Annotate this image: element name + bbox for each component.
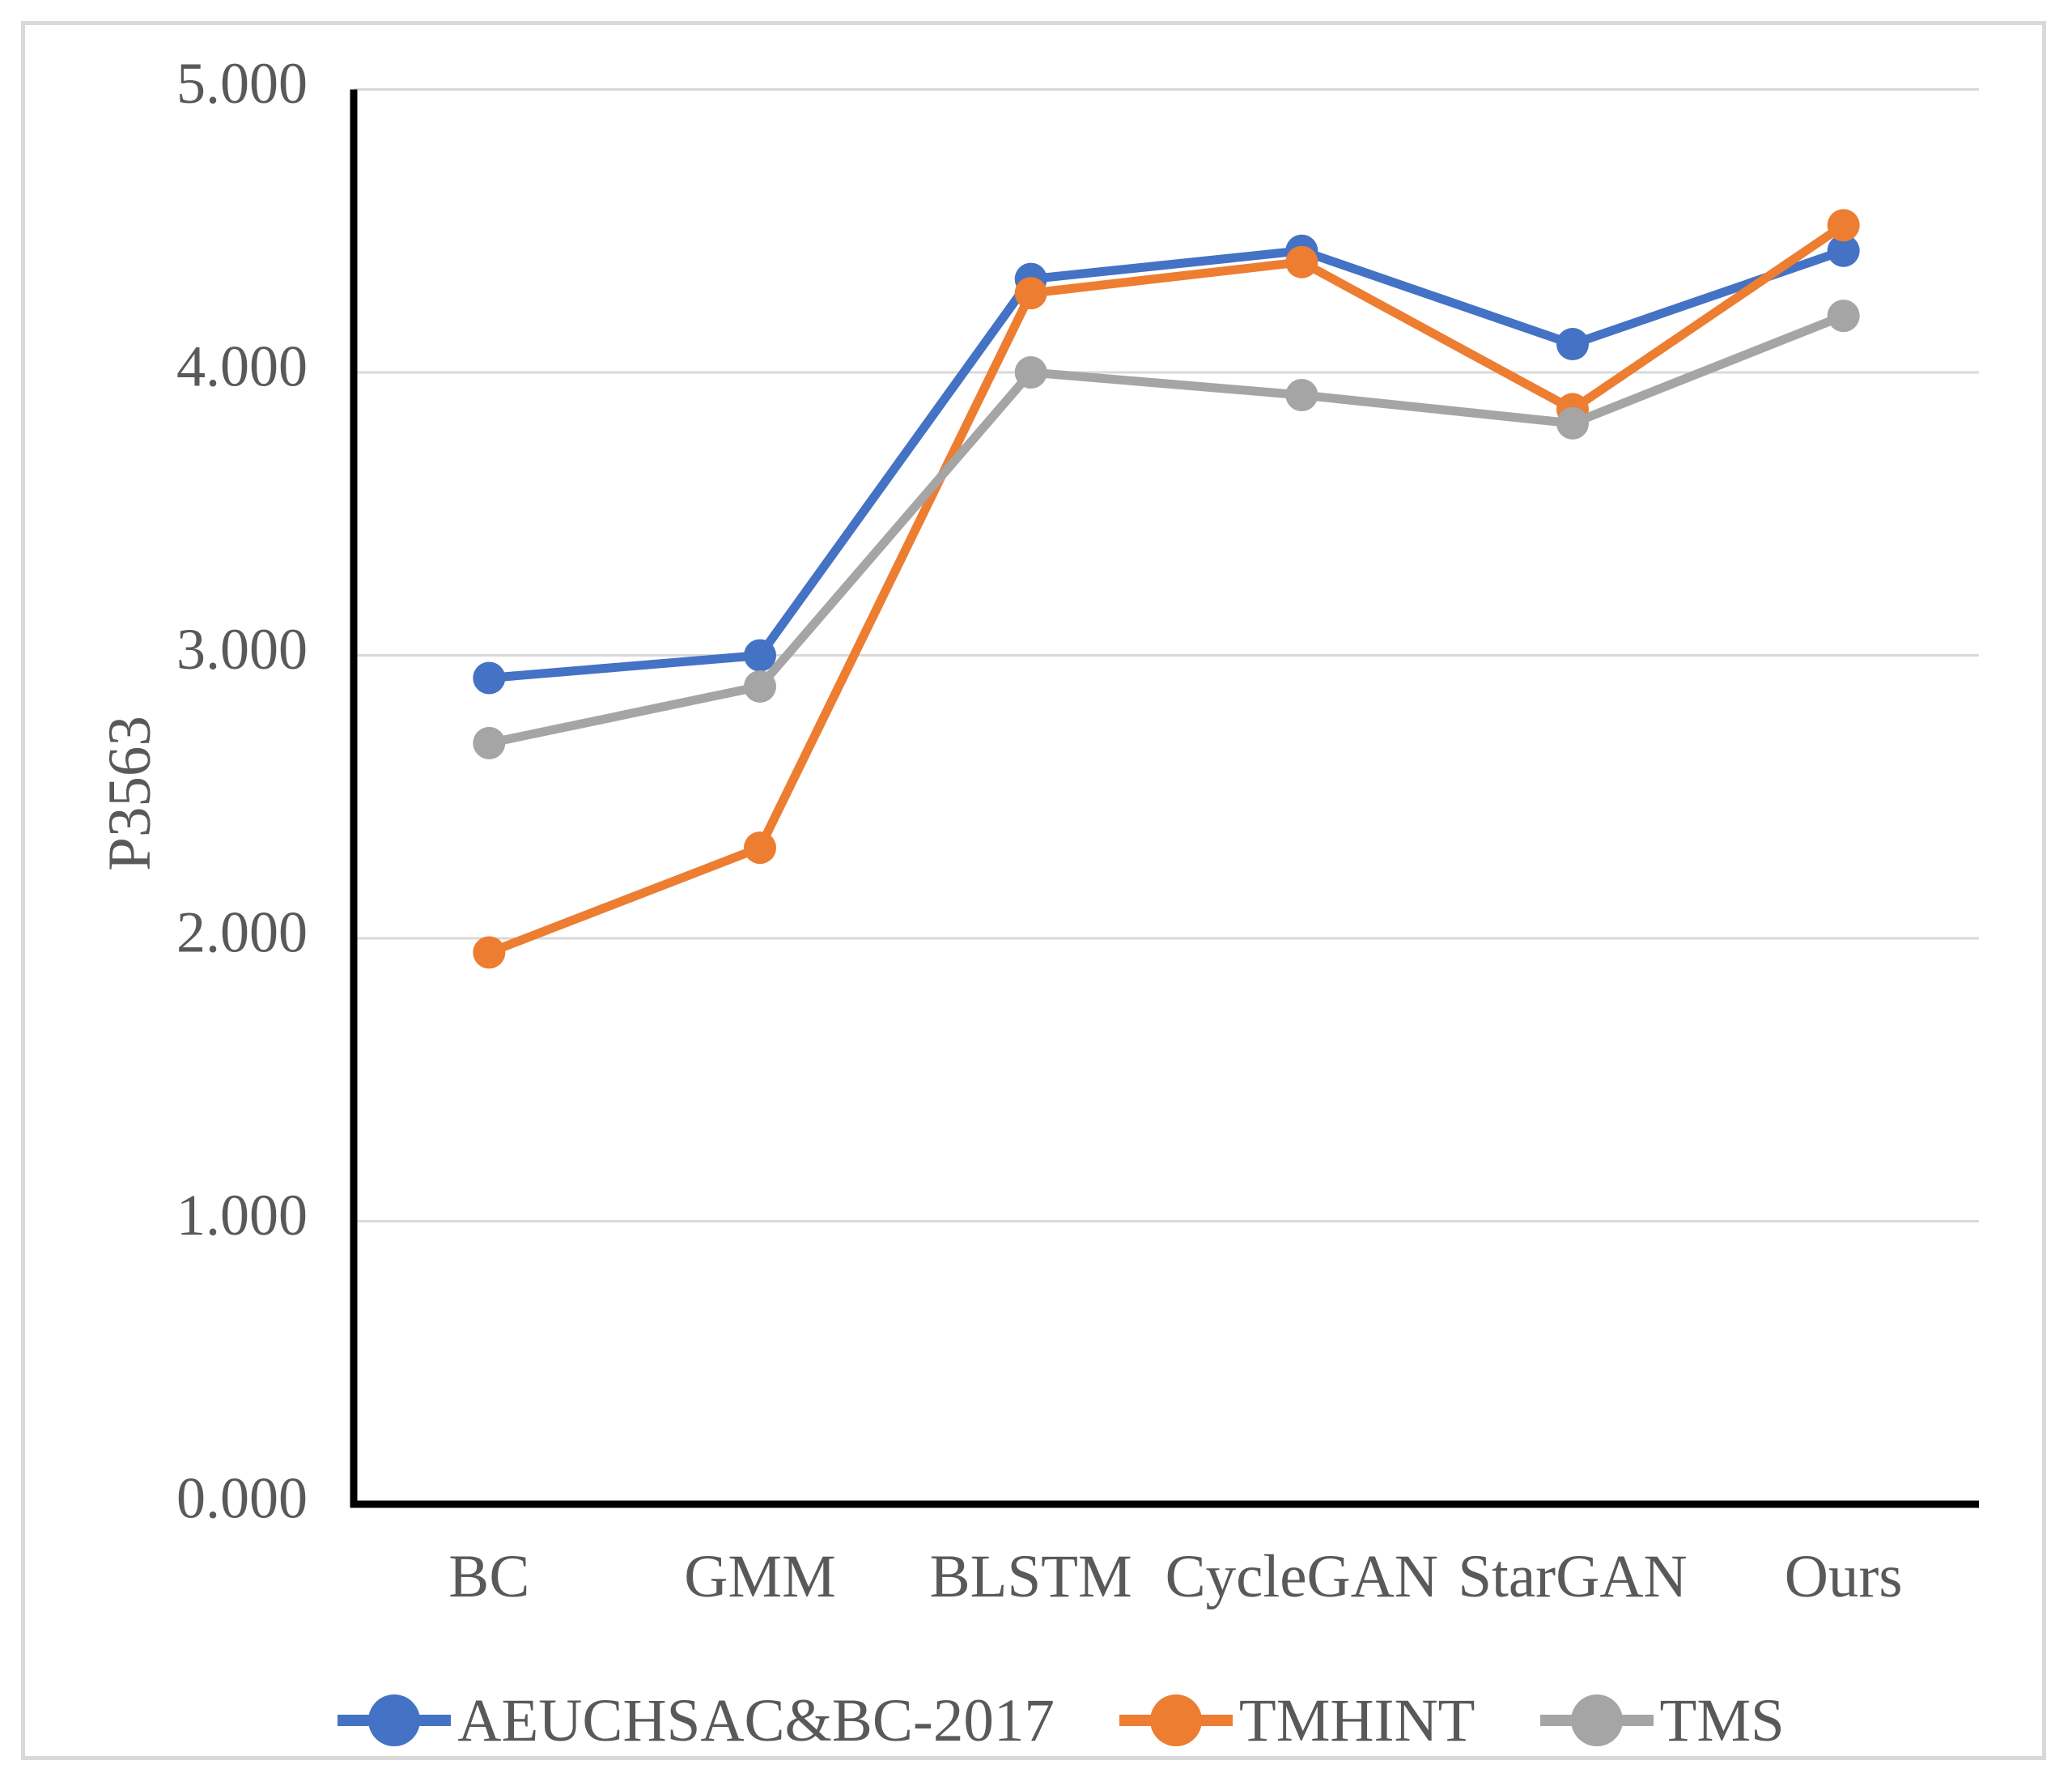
data-point-marker	[1556, 328, 1589, 361]
axes	[350, 89, 1979, 1508]
legend-dot	[1570, 1694, 1623, 1746]
y-axis-tick-labels: 0.000 1.000 2.000 3.000 4.000 5.000	[176, 51, 308, 1531]
legend-label: AEUCHSAC&BC-2017	[457, 1686, 1055, 1754]
chart-figure: 0.000 1.000 2.000 3.000 4.000 5.000 BC GMM BLST…	[21, 21, 2046, 1760]
data-point-marker	[1556, 406, 1589, 440]
y-tick-label: 5.000	[176, 51, 308, 116]
y-tick-label: 3.000	[176, 617, 308, 682]
data-point-marker	[744, 831, 776, 865]
data-point-marker	[1014, 277, 1047, 310]
legend-marker-icon	[338, 1694, 452, 1746]
data-point-marker	[744, 670, 776, 703]
y-axis-title: P3563	[96, 716, 163, 871]
x-axis-category-labels: BC GMM BLSTM CycleGAN StarGAN Ours	[448, 1543, 1902, 1610]
series-line	[484, 220, 1849, 957]
y-tick-label: 2.000	[176, 900, 308, 965]
y-tick-label: 4.000	[176, 334, 308, 399]
x-category-label: StarGAN	[1458, 1543, 1687, 1610]
legend-marker-icon	[1539, 1694, 1654, 1746]
series-line	[484, 311, 1849, 748]
x-category-label: GMM	[684, 1543, 836, 1610]
legend-marker-icon	[1119, 1694, 1233, 1746]
legend-dot	[368, 1694, 421, 1746]
series-aeuchsac-bc-2017	[473, 234, 1860, 695]
gridlines	[354, 88, 1979, 1222]
data-point-marker	[1014, 356, 1047, 389]
data-point-marker	[1827, 209, 1860, 242]
data-point-marker	[473, 661, 506, 695]
legend-dot	[1149, 1694, 1202, 1746]
legend-label: TMS	[1659, 1686, 1785, 1754]
x-category-label: BLSTM	[930, 1543, 1132, 1610]
y-tick-label: 1.000	[176, 1183, 308, 1248]
data-point-marker	[473, 726, 506, 759]
series-tms	[473, 300, 1860, 759]
legend-item-tmhint: TMHINT	[1119, 1688, 1475, 1753]
x-category-label: BC	[448, 1543, 529, 1610]
legend-item-tms: TMS	[1539, 1686, 1785, 1754]
data-point-marker	[473, 936, 506, 969]
x-category-label: Ours	[1785, 1543, 1903, 1610]
series-line	[484, 246, 1849, 682]
x-category-label: CycleGAN	[1166, 1543, 1438, 1610]
series-tmhint	[473, 209, 1860, 969]
legend: AEUCHSAC&BC-2017 TMHINT TMS	[25, 1664, 2072, 1777]
y-tick-label: 0.000	[176, 1466, 308, 1531]
data-point-marker	[1827, 300, 1860, 333]
data-point-marker	[744, 639, 776, 672]
data-point-marker	[1285, 245, 1318, 278]
legend-item-aeuchsac-bc-2017: AEUCHSAC&BC-2017	[338, 1688, 1055, 1753]
data-point-marker	[1827, 234, 1860, 267]
legend-label: TMHINT	[1238, 1686, 1475, 1754]
data-series	[473, 209, 1860, 969]
data-point-marker	[1285, 378, 1318, 411]
